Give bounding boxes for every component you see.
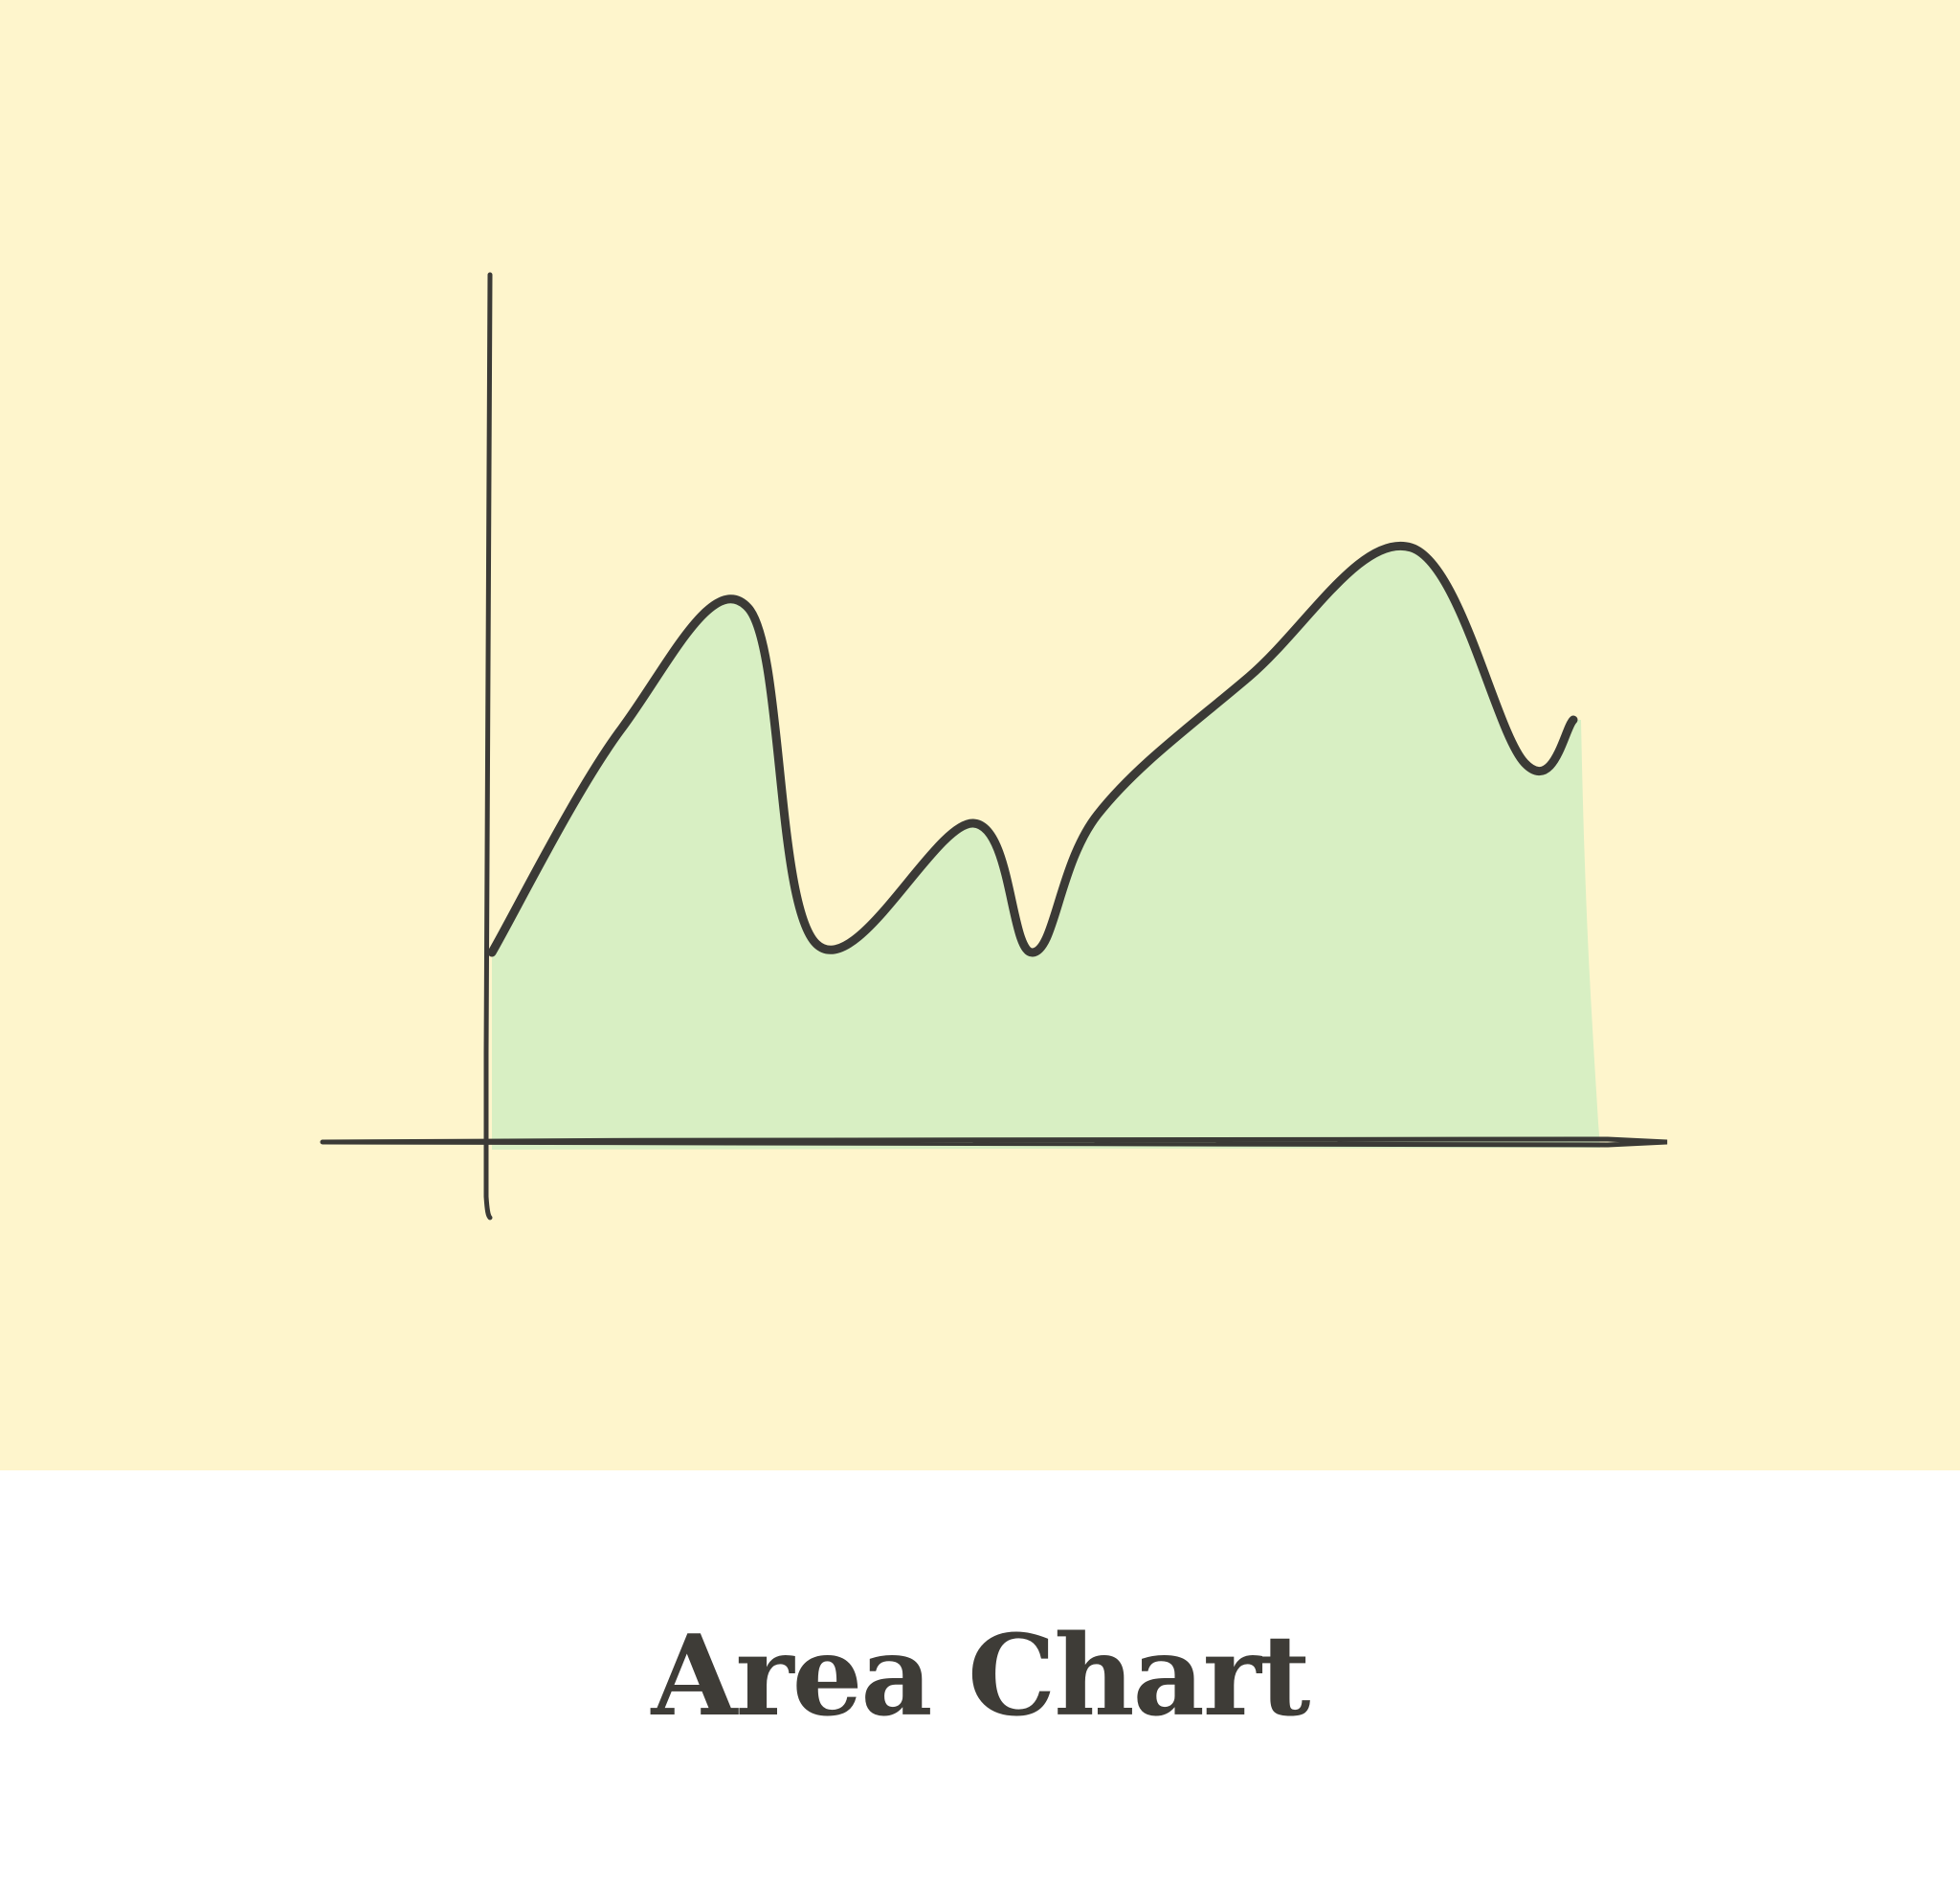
y-axis [483, 272, 493, 1221]
area-fill [492, 546, 1600, 1150]
x-axis [320, 1136, 1668, 1149]
caption: Area Chart [0, 1470, 1960, 1882]
area-chart [320, 272, 1668, 1221]
chart-type-title: Area Chart [651, 1611, 1311, 1741]
chart-illustration [0, 0, 1960, 1470]
series-line [487, 541, 1578, 957]
